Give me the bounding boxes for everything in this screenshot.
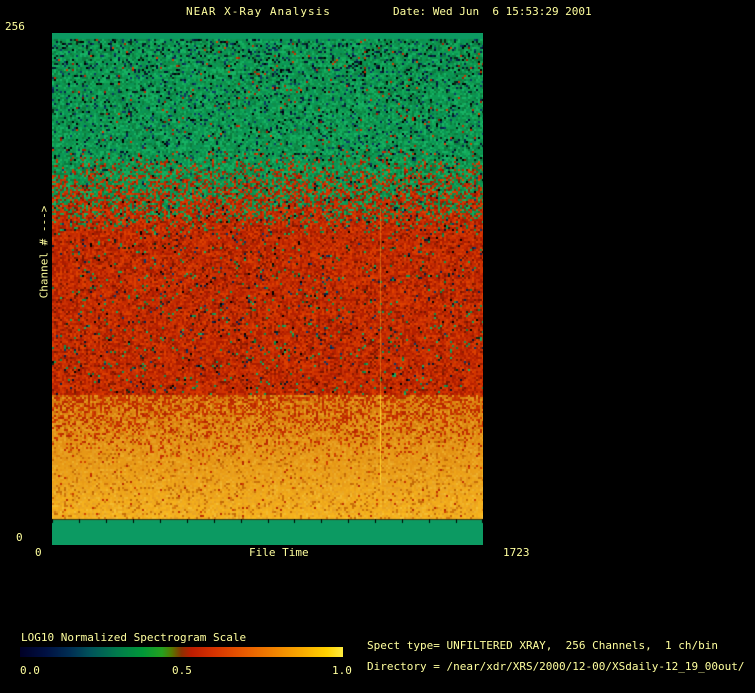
header-date: Date: Wed Jun 6 15:53:29 2001	[393, 5, 592, 18]
colorbar-tick-05: 0.5	[172, 664, 192, 677]
colorbar-tick-0: 0.0	[20, 664, 40, 677]
spect-type-line: Spect type= UNFILTERED XRAY, 256 Channel…	[367, 639, 718, 652]
x-axis-max-label: 1723	[503, 546, 530, 559]
x-axis-label: File Time	[249, 546, 309, 559]
directory-line: Directory = /near/xdr/XRS/2000/12-00/XSd…	[367, 660, 745, 673]
x-axis-min-label: 0	[35, 546, 42, 559]
y-axis-label: Channel # --->	[37, 205, 51, 299]
page-title: NEAR X-Ray Analysis	[186, 5, 331, 18]
spectrogram-image	[52, 33, 483, 545]
colorbar-gradient	[20, 647, 343, 657]
colorbar-title: LOG10 Normalized Spectrogram Scale	[21, 631, 247, 644]
y-axis-min-label: 0	[16, 531, 23, 544]
colorbar-tick-1: 1.0	[332, 664, 352, 677]
y-axis-max-label: 256	[5, 20, 25, 33]
